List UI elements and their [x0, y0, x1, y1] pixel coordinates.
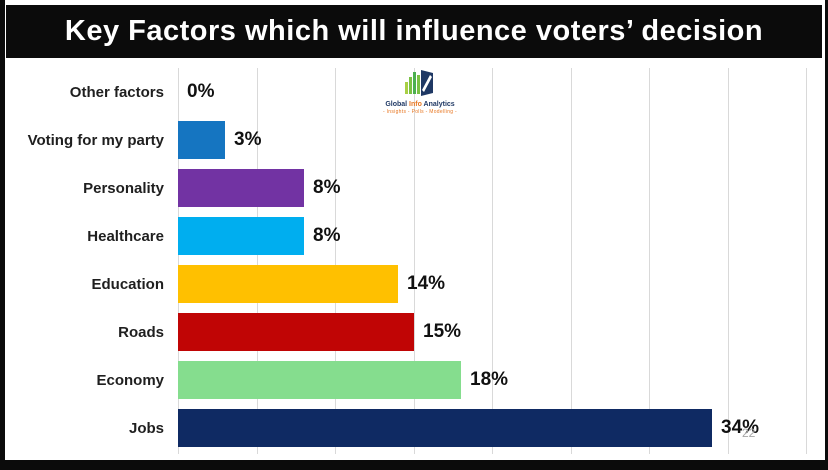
slide-right-border: [825, 0, 828, 470]
bar: [178, 313, 414, 351]
logo-name: Global Info Analytics: [385, 101, 455, 108]
category-label: Personality: [83, 179, 164, 197]
category-label: Healthcare: [87, 227, 164, 245]
value-label: 18%: [470, 369, 509, 390]
value-label: 8%: [313, 225, 341, 246]
bar: [178, 217, 304, 255]
value-label: 14%: [407, 273, 446, 294]
gridline-5pct: [256, 68, 258, 454]
plot-area: [178, 68, 807, 454]
gridline-10pct: [335, 68, 336, 454]
category-label: Roads: [118, 323, 164, 341]
gridline-30pct: [649, 68, 650, 454]
value-label: 34%: [721, 417, 760, 438]
page-title: Key Factors which will influence voters’…: [64, 15, 764, 47]
bar: [178, 169, 304, 207]
value-label: 8%: [313, 177, 341, 198]
category-label: Jobs: [128, 419, 164, 437]
category-label: Education: [91, 275, 164, 293]
category-label: Other factors: [69, 83, 164, 101]
slide-title-bar: Key Factors which will influence voters’…: [6, 5, 822, 58]
bar: [178, 361, 461, 399]
bar: [178, 265, 398, 303]
category-label: Voting for my party: [27, 131, 164, 149]
global-info-analytics-logo: Global Info Analytics - Insights - Polls…: [375, 66, 465, 115]
gridline-25pct: [570, 68, 572, 454]
gridline-35pct: [727, 68, 729, 454]
value-label: 3%: [234, 129, 262, 150]
value-label: 0%: [187, 81, 215, 102]
category-label: Economy: [96, 371, 164, 389]
slide-left-border: [0, 0, 5, 470]
gridline-0pct: [178, 68, 179, 454]
gridline-40pct: [806, 68, 807, 454]
slide-bottom-border: [0, 460, 828, 470]
bar: [178, 121, 225, 159]
bar-chart: Other factors 0% Voting for my party 3% Pers…: [5, 58, 825, 460]
value-label: 15%: [423, 321, 462, 342]
gridline-15pct: [413, 68, 415, 454]
gridline-20pct: [492, 68, 493, 454]
logo-tagline: - Insights - Polls - Modelling -: [382, 109, 458, 115]
bar: [178, 409, 712, 447]
page-number: 22: [742, 426, 756, 440]
logo-icon: [405, 70, 433, 96]
